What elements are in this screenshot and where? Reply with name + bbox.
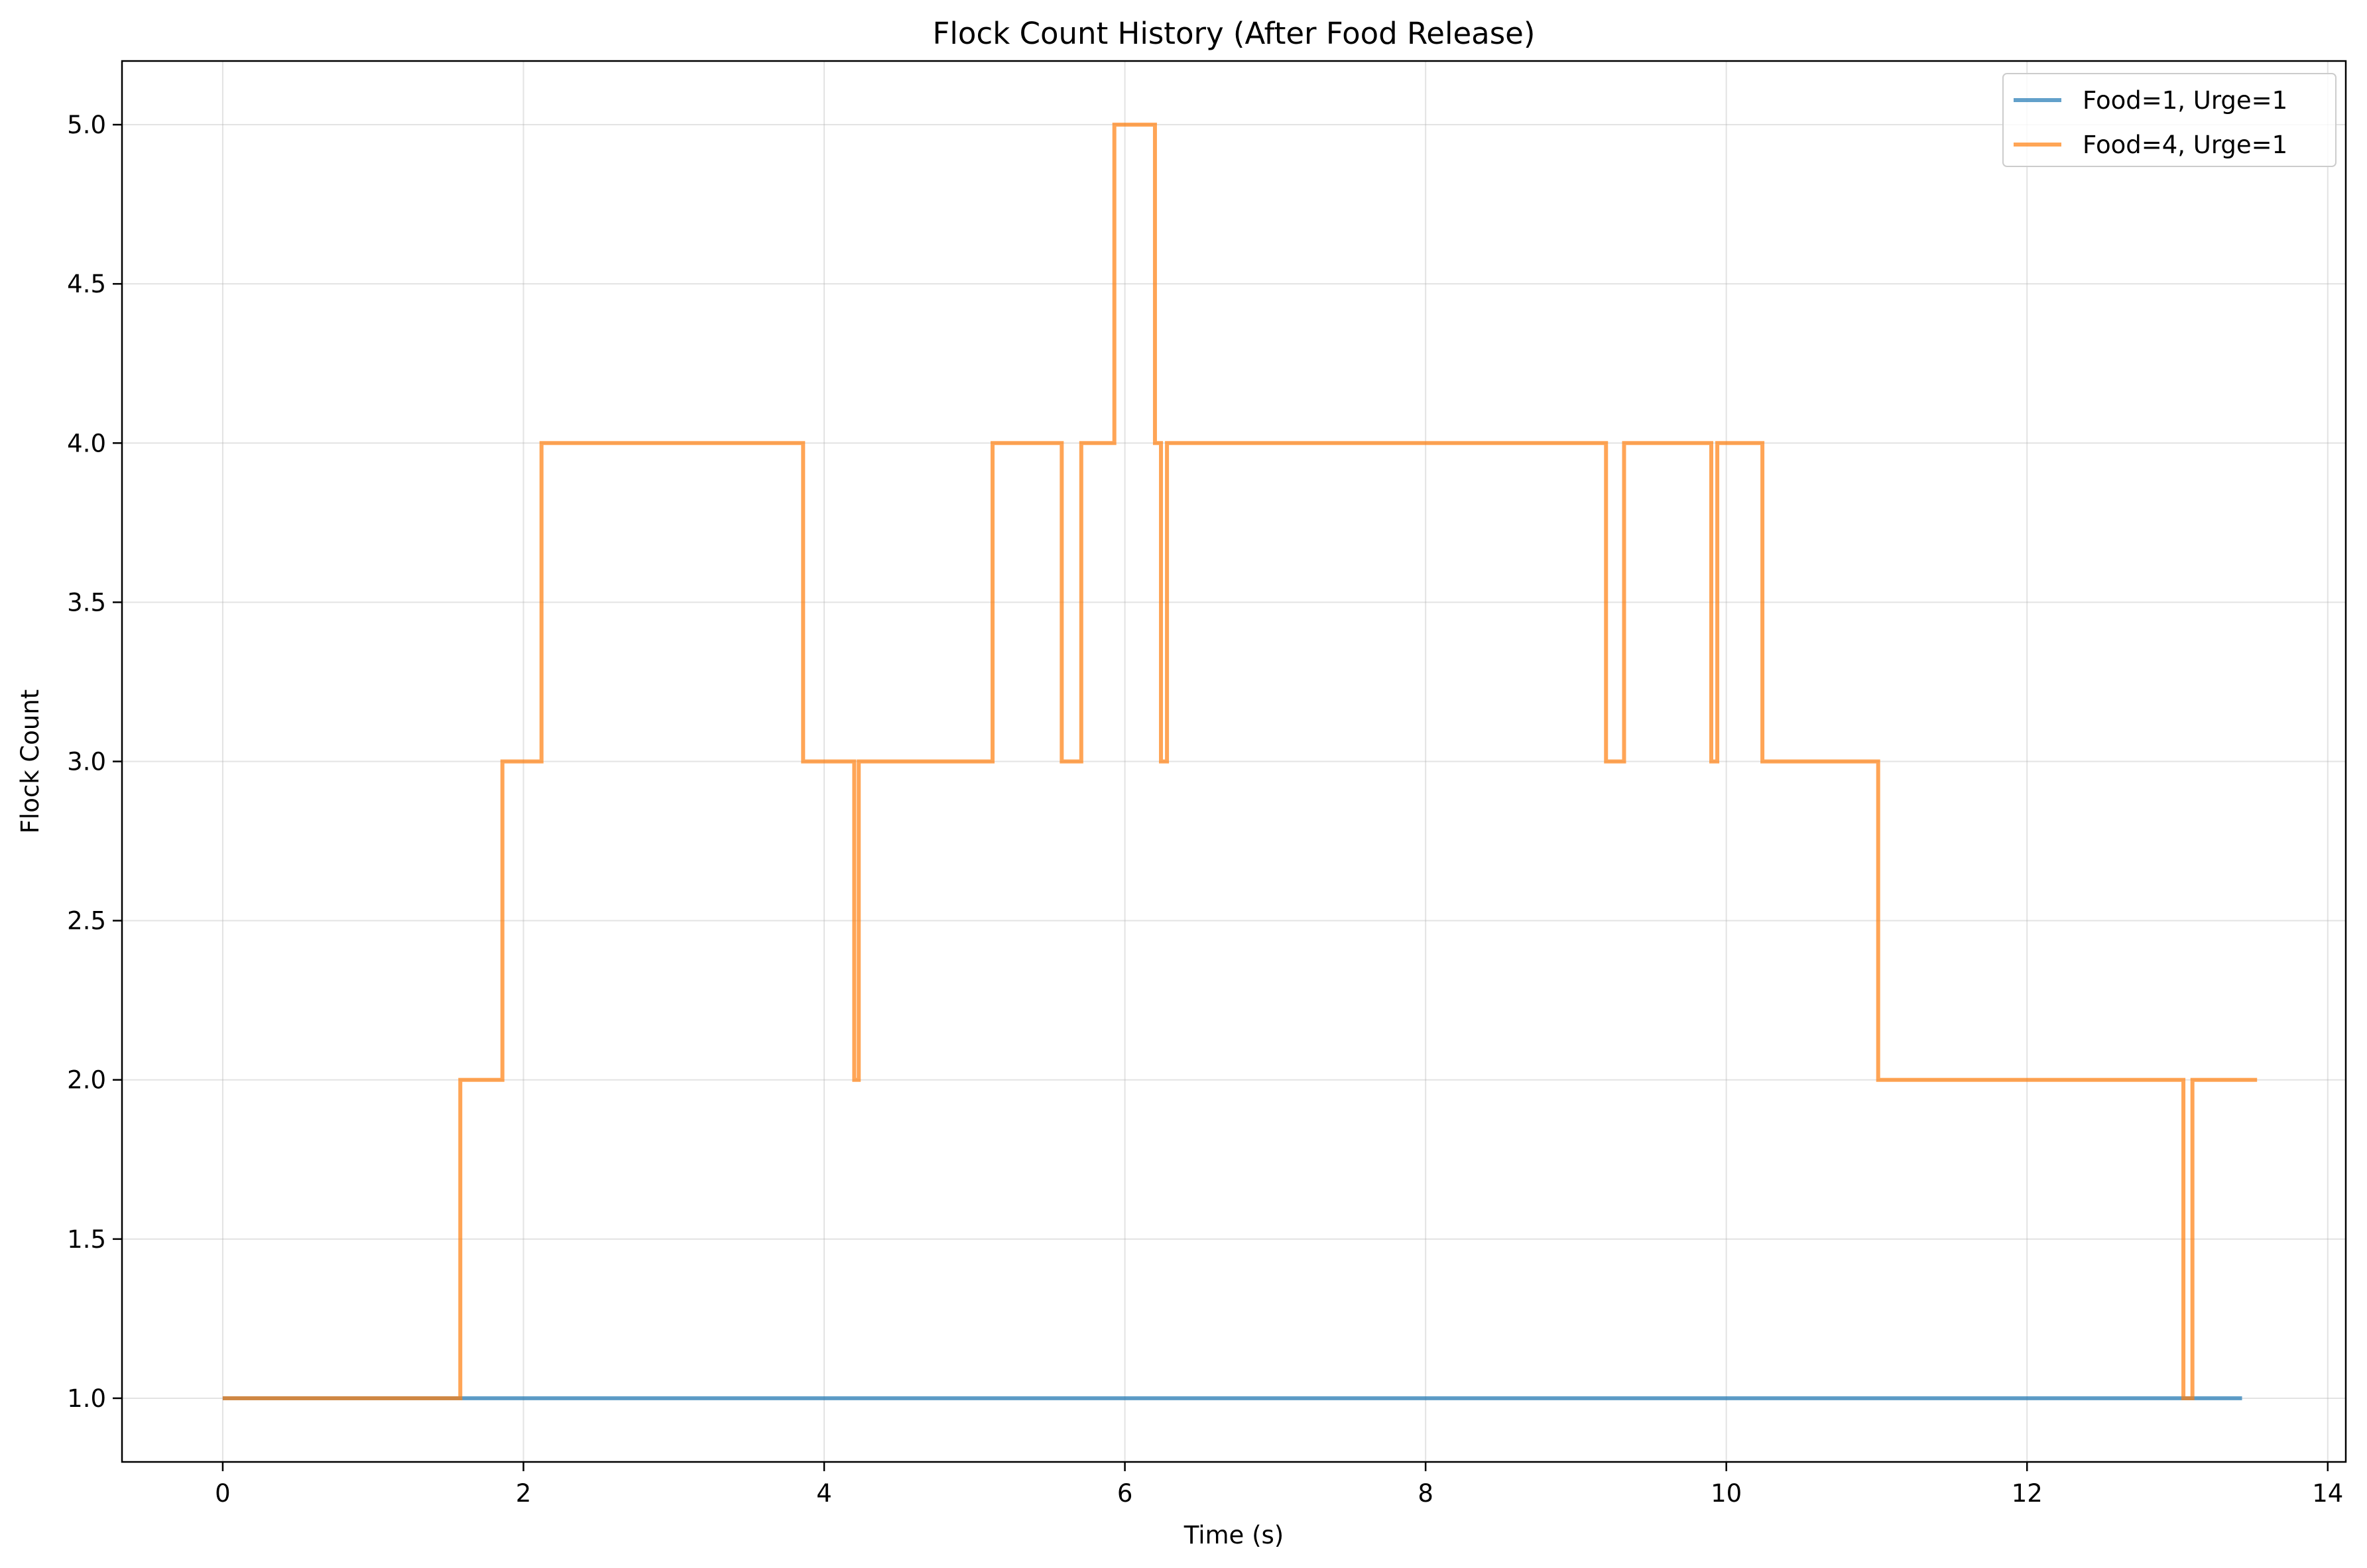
y-tick-label: 4.0 (67, 429, 106, 457)
grid (122, 61, 2346, 1462)
legend: Food=1, Urge=1 Food=4, Urge=1 (2002, 73, 2337, 167)
chart-title: Flock Count History (After Food Release) (933, 16, 1536, 51)
x-tick-label: 12 (2012, 1479, 2043, 1508)
y-tick-label: 5.0 (67, 111, 106, 139)
legend-label-food4: Food=4, Urge=1 (2083, 131, 2287, 159)
y-tick-label: 1.5 (67, 1225, 106, 1254)
y-tick-label: 2.0 (67, 1066, 106, 1095)
series-line-food4 (222, 123, 2258, 1400)
y-tick-label: 4.5 (67, 270, 106, 298)
x-tick-label: 2 (516, 1479, 532, 1508)
y-tick-label: 3.5 (67, 588, 106, 617)
x-tick-label: 14 (2312, 1479, 2343, 1508)
legend-box (2002, 73, 2337, 167)
x-tick-label: 10 (1711, 1479, 1742, 1508)
x-tick-label: 4 (816, 1479, 832, 1508)
legend-label-food1: Food=1, Urge=1 (2083, 86, 2287, 115)
x-axis-label: Time (s) (1184, 1521, 1284, 1549)
x-tick-label: 0 (215, 1479, 231, 1508)
y-tick-label: 1.0 (67, 1384, 106, 1413)
y-axis-label: Flock Count (16, 690, 44, 834)
x-tick-label: 8 (1418, 1479, 1433, 1508)
axis-ticks: 0 2 4 6 8 10 12 14 1.0 1.5 2.0 2.5 3.0 3.5 4.0 4.5 5.0 (67, 111, 2343, 1508)
y-tick-label: 3.0 (67, 748, 106, 776)
x-tick-label: 6 (1117, 1479, 1133, 1508)
series-layer (222, 123, 2258, 1400)
y-tick-label: 2.5 (67, 907, 106, 935)
